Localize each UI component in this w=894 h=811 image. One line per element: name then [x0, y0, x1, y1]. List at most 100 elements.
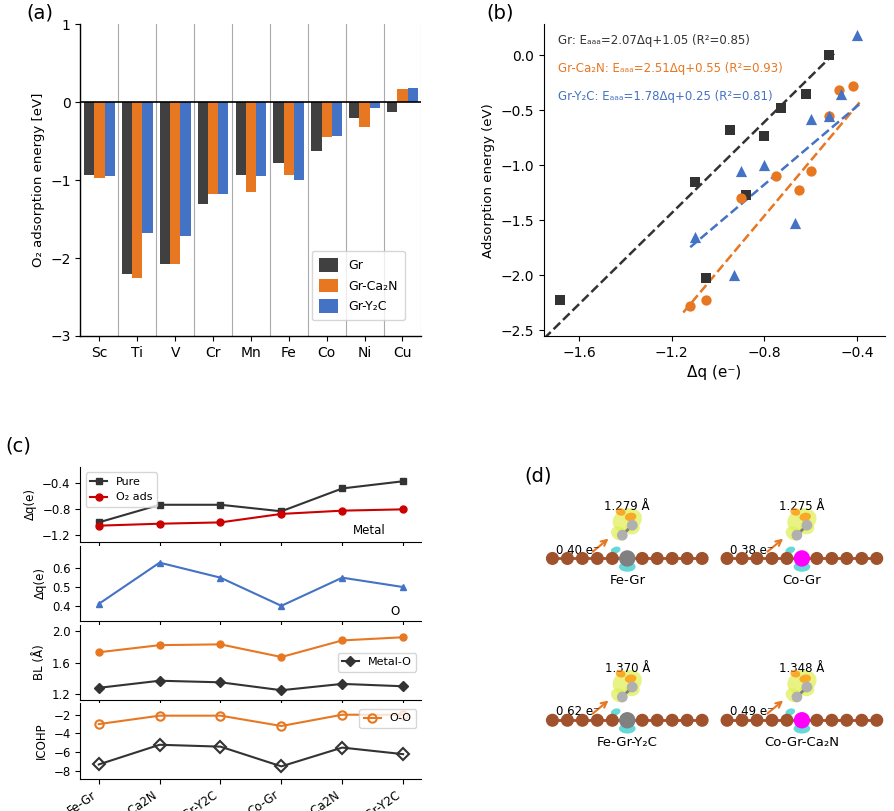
Circle shape: [666, 714, 678, 726]
Ellipse shape: [799, 522, 814, 534]
Circle shape: [621, 552, 633, 564]
Legend: Gr, Gr-Ca₂N, Gr-Y₂C: Gr, Gr-Ca₂N, Gr-Y₂C: [312, 251, 405, 320]
Bar: [218, 102, 228, 194]
Point: [804, 165, 818, 178]
Text: Gr-Ca₂N: Eₐₐₐ=2.51Δq+0.55 (R²=0.93): Gr-Ca₂N: Eₐₐₐ=2.51Δq+0.55 (R²=0.93): [558, 62, 782, 75]
Point: [799, 88, 814, 101]
Circle shape: [737, 552, 748, 564]
Point: [850, 29, 864, 42]
Ellipse shape: [619, 562, 636, 572]
Point: [687, 175, 702, 188]
Ellipse shape: [612, 508, 642, 532]
Ellipse shape: [625, 522, 640, 534]
Circle shape: [871, 714, 882, 726]
Bar: [359, 102, 370, 127]
Text: 1.279 Å: 1.279 Å: [604, 500, 650, 513]
Circle shape: [637, 714, 648, 726]
Y-axis label: Δq(e): Δq(e): [23, 488, 37, 521]
Text: 0.62 e⁻: 0.62 e⁻: [556, 706, 599, 719]
Ellipse shape: [788, 670, 816, 694]
O₂ ads: [276, 509, 287, 519]
Text: (b): (b): [486, 3, 514, 22]
Text: 0.38 e⁻: 0.38 e⁻: [730, 543, 773, 556]
Y-axis label: BL (Å): BL (Å): [33, 644, 46, 680]
Circle shape: [577, 552, 588, 564]
Point: [734, 165, 748, 178]
Circle shape: [721, 552, 733, 564]
Bar: [311, 102, 322, 152]
Text: 1.370 Å: 1.370 Å: [604, 662, 650, 675]
Circle shape: [792, 693, 802, 702]
Circle shape: [696, 714, 708, 726]
Point: [822, 49, 837, 62]
Circle shape: [628, 521, 637, 530]
Y-axis label: ICOHP: ICOHP: [35, 723, 47, 759]
Circle shape: [802, 521, 812, 530]
Ellipse shape: [794, 723, 810, 734]
Circle shape: [561, 714, 573, 726]
O₂ ads: [398, 504, 409, 514]
Pure: [93, 517, 104, 527]
Text: Gr-Y₂C: Eₐₐₐ=1.78Δq+0.25 (R²=0.81): Gr-Y₂C: Eₐₐₐ=1.78Δq+0.25 (R²=0.81): [558, 90, 772, 103]
Circle shape: [561, 552, 573, 564]
Bar: [350, 102, 359, 118]
Point: [734, 192, 748, 205]
Point: [553, 293, 568, 306]
Point: [831, 84, 846, 97]
Text: 0.40 e⁻: 0.40 e⁻: [556, 543, 599, 556]
Circle shape: [781, 552, 793, 564]
Bar: [122, 102, 132, 273]
Circle shape: [802, 682, 812, 692]
Circle shape: [620, 713, 635, 727]
Bar: [246, 102, 256, 192]
Bar: [332, 102, 342, 135]
Ellipse shape: [799, 675, 811, 683]
Ellipse shape: [799, 513, 811, 521]
Circle shape: [681, 552, 693, 564]
Circle shape: [577, 714, 588, 726]
Bar: [181, 102, 190, 236]
Text: (c): (c): [5, 437, 31, 456]
Bar: [294, 102, 304, 180]
Text: Metal: Metal: [353, 525, 386, 538]
Circle shape: [826, 552, 838, 564]
Y-axis label: Adsorption energy (eV): Adsorption energy (eV): [482, 103, 495, 258]
Circle shape: [606, 552, 618, 564]
Bar: [208, 102, 218, 194]
Bar: [105, 102, 114, 176]
Circle shape: [826, 714, 838, 726]
Bar: [322, 102, 332, 137]
Circle shape: [795, 551, 809, 566]
Ellipse shape: [799, 684, 814, 696]
Point: [738, 188, 753, 201]
Circle shape: [621, 714, 633, 726]
Point: [683, 300, 697, 313]
Circle shape: [792, 530, 802, 540]
Circle shape: [637, 552, 648, 564]
Point: [804, 113, 818, 126]
Pure: [276, 506, 287, 516]
Text: 1.275 Å: 1.275 Å: [780, 500, 824, 513]
Circle shape: [795, 713, 809, 727]
Ellipse shape: [619, 723, 636, 734]
Text: Fe-Gr: Fe-Gr: [610, 573, 645, 586]
Circle shape: [751, 714, 763, 726]
Bar: [94, 102, 105, 178]
Text: Gr: Eₐₐₐ=2.07Δq+1.05 (R²=0.85): Gr: Eₐₐₐ=2.07Δq+1.05 (R²=0.85): [558, 34, 750, 47]
Circle shape: [841, 552, 853, 564]
Bar: [387, 102, 397, 113]
Ellipse shape: [611, 708, 620, 715]
Bar: [132, 102, 142, 277]
Circle shape: [652, 552, 663, 564]
Bar: [84, 102, 94, 174]
Ellipse shape: [786, 547, 795, 554]
Circle shape: [811, 552, 822, 564]
Bar: [170, 102, 181, 264]
Circle shape: [781, 714, 793, 726]
Ellipse shape: [625, 684, 640, 696]
Circle shape: [856, 714, 867, 726]
Ellipse shape: [611, 526, 627, 541]
Ellipse shape: [786, 689, 802, 702]
Ellipse shape: [790, 508, 800, 516]
Text: Co-Gr-Ca₂N: Co-Gr-Ca₂N: [764, 736, 839, 749]
